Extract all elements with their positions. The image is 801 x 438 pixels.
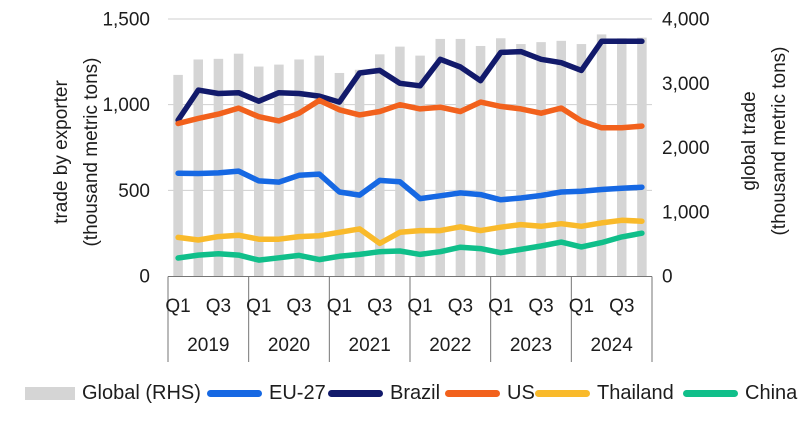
- line-china: [175, 230, 645, 263]
- global-bar: [475, 45, 486, 276]
- right-tick-2000: 2,000: [662, 138, 710, 159]
- global-bar: [617, 38, 627, 277]
- line-thailand: [175, 217, 645, 247]
- global-bar: [233, 53, 244, 276]
- legend-label-us: US: [507, 381, 535, 404]
- global-bar: [354, 69, 365, 276]
- left-tick-500: 500: [118, 181, 150, 202]
- x-year-label-2020: 2020: [268, 335, 310, 356]
- global-bar: [375, 54, 385, 277]
- right-tick-4000: 4,000: [662, 10, 710, 31]
- legend-item-eu-27: EU-27: [207, 381, 326, 405]
- x-year-label-2022: 2022: [429, 335, 471, 356]
- global-bar: [415, 55, 425, 277]
- legend-swatch-global-rhs: [25, 386, 75, 400]
- x-year-label-2021: 2021: [349, 335, 391, 356]
- line-eu-27: [175, 168, 645, 203]
- x-tick-q3-2020: Q3: [286, 296, 311, 317]
- global-bar: [637, 37, 647, 276]
- x-tick-q3-2021: Q3: [367, 296, 392, 317]
- x-tick-q1-2024: Q1: [569, 296, 594, 317]
- y-axis-left-ticks: 0 500 1,000 1,500: [102, 10, 150, 288]
- global-bar: [455, 38, 466, 277]
- x-tick-q3-2023: Q3: [528, 296, 553, 317]
- global-bar: [516, 44, 526, 277]
- global-bar: [556, 40, 566, 276]
- global-bar: [294, 59, 304, 276]
- legend-label-eu-27: EU-27: [269, 381, 326, 404]
- global-bar: [435, 38, 445, 277]
- legend-label-brazil: Brazil: [390, 381, 441, 404]
- legend-swatch-thailand: [535, 389, 590, 397]
- legend-item-china: China: [683, 381, 797, 405]
- right-tick-3000: 3,000: [662, 74, 710, 95]
- x-axis: Q1 Q3 2019 Q1 Q3 2020 Q1 Q3 2021 Q1 Q3 2022 Q1 Q3 2023…: [165, 276, 653, 362]
- global-bar: [314, 55, 324, 277]
- global-bar: [576, 44, 587, 277]
- x-tick-q1-2023: Q1: [488, 296, 513, 317]
- line-brazil: [175, 38, 645, 123]
- global-bar: [213, 58, 224, 277]
- legend-label-thailand: Thailand: [597, 381, 674, 404]
- x-tick-q3-2019: Q3: [206, 296, 231, 317]
- global-bar: [193, 59, 203, 276]
- right-tick-0: 0: [662, 267, 673, 288]
- x-year-label-2024: 2024: [591, 335, 634, 356]
- legend-swatch-china: [683, 389, 738, 397]
- global-bar: [254, 66, 264, 276]
- x-tick-q1-2019: Q1: [165, 296, 190, 317]
- left-tick-1000: 1,000: [102, 95, 150, 116]
- global-bar: [496, 38, 506, 277]
- legend-item-thailand: Thailand: [535, 381, 674, 405]
- global-bar: [596, 34, 607, 276]
- x-tick-q1-2020: Q1: [246, 296, 271, 317]
- legend-label-china: China: [745, 381, 798, 404]
- x-tick-q1-2021: Q1: [327, 296, 352, 317]
- left-tick-0: 0: [139, 267, 150, 288]
- left-tick-1500: 1,500: [102, 10, 150, 31]
- legend-swatch-us: [445, 389, 500, 397]
- global-bar: [395, 46, 405, 276]
- x-year-label-2023: 2023: [510, 335, 552, 356]
- legend-label-global-rhs: Global (RHS): [82, 381, 201, 404]
- global-bar: [334, 72, 345, 276]
- x-tick-q1-2022: Q1: [407, 296, 432, 317]
- global-bar: [274, 64, 284, 277]
- legend-item-brazil: Brazil: [328, 381, 440, 405]
- x-tick-q3-2024: Q3: [609, 296, 634, 317]
- line-us: [175, 97, 645, 131]
- legend-item-global-rhs: Global (RHS): [25, 381, 201, 405]
- y-axis-right-ticks: 0 1,000 2,000 3,000 4,000: [662, 10, 710, 288]
- global-bar: [536, 42, 546, 276]
- legend-swatch-brazil: [328, 389, 383, 397]
- x-tick-q3-2022: Q3: [448, 296, 473, 317]
- legend-item-us: US: [445, 381, 535, 405]
- right-tick-1000: 1,000: [662, 202, 710, 223]
- x-year-label-2019: 2019: [187, 335, 229, 356]
- legend-swatch-eu-27: [207, 389, 262, 397]
